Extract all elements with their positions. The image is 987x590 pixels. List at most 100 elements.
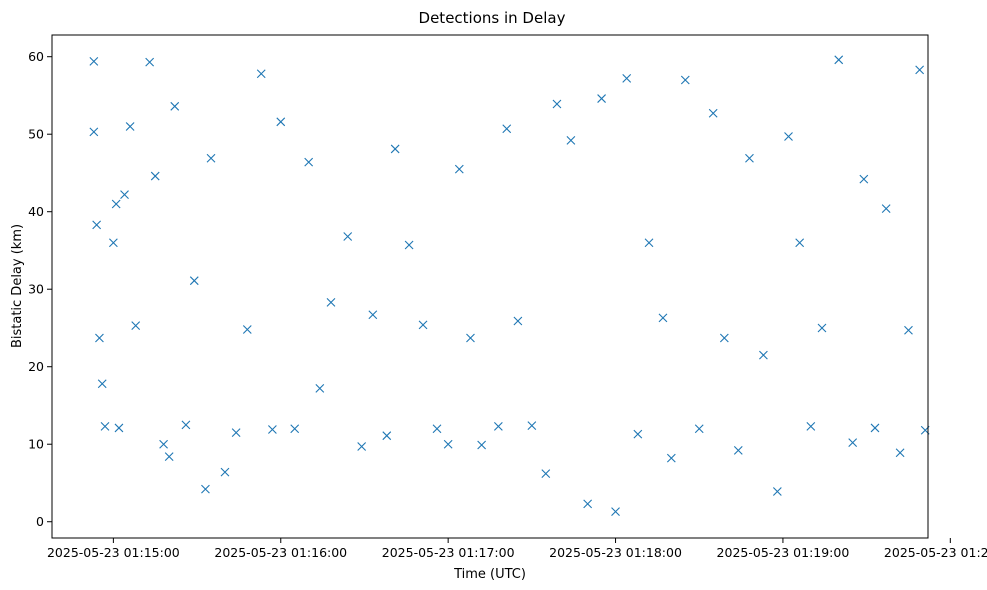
scatter-point [100,422,110,431]
scatter-point [404,240,414,250]
scatter-point [895,448,905,458]
scatter-point [189,276,199,286]
scatter-point [597,94,606,103]
scatter-point [454,164,464,174]
scatter-point [95,333,104,343]
scatter-point [708,108,718,118]
scatter-point [611,507,620,517]
scatter-point [357,442,367,451]
scatter-point [513,316,523,326]
x-tick-label: 2025-05-23 01:19:00 [717,545,850,560]
scatter-point [304,157,314,167]
scatter-point [89,56,99,66]
scatter-point [220,467,230,477]
scatter-point [125,122,135,131]
scatter-point [242,325,252,334]
y-tick-label: 60 [28,49,44,64]
scatter-point [343,232,353,241]
scatter-point [552,99,562,109]
scatter-point [745,153,754,163]
scatter-point [268,425,277,434]
scatter-point [859,174,869,184]
scatter-point [493,422,503,431]
scatter-point [120,190,129,200]
scatter-point [644,238,654,248]
y-tick-label: 0 [36,514,44,529]
scatter-point [806,422,816,431]
scatter-point [694,424,704,434]
y-tick-label: 20 [28,359,44,374]
scatter-point [97,379,107,389]
scatter-point [170,101,180,111]
scatter-point [256,69,266,79]
y-tick-label: 30 [28,282,44,297]
scatter-point [206,153,216,163]
scatter-point [159,439,168,449]
plot-area [52,35,928,538]
scatter-point [733,446,743,455]
scatter-point [834,55,844,65]
scatter-point [231,428,241,437]
scatter-point [108,238,118,248]
y-tick-label: 40 [28,204,44,219]
scatter-point [772,487,782,496]
scatter-point [315,384,325,393]
markers-layer [89,55,930,517]
scatter-point [390,144,400,154]
scatter-point [150,171,160,181]
scatter-point [432,424,442,434]
scatter-point [466,333,475,343]
scatter-point [477,440,487,450]
scatter-point [566,136,576,145]
scatter-point [541,469,551,479]
x-tick-label: 2025-05-23 01:17:00 [382,545,515,560]
scatter-point [443,439,453,449]
x-tick-label: 2025-05-23 01:16:00 [214,545,347,560]
y-axis-label: Bistatic Delay (km) [10,224,25,348]
x-tick-label: 2025-05-23 01:20:00 [884,545,987,560]
scatter-point [817,323,827,333]
x-axis-label: Time (UTC) [453,567,526,582]
y-tick-label: 10 [28,437,44,452]
x-tick-label: 2025-05-23 01:18:00 [549,545,682,560]
scatter-point [583,499,593,509]
scatter-point [201,484,210,494]
scatter-point [622,74,632,83]
scatter-point [89,127,99,137]
scatter-point [915,65,925,75]
x-axis-ticks: 2025-05-23 01:15:00 2025-05-23 01:16:00 20… [47,538,987,560]
scatter-point [784,132,793,141]
scatter-point [870,423,880,433]
scatter-point [368,310,378,320]
scatter-point [290,424,300,434]
scatter-point [131,321,141,331]
scatter-point [145,57,155,67]
scatter-point [181,420,191,430]
scatter-point [382,431,392,441]
scatter-point [680,75,690,85]
x-tick-label: 2025-05-23 01:15:00 [47,545,180,560]
scatter-point [111,199,121,209]
chart-title: Detections in Delay [419,9,566,27]
scatter-point [114,423,124,433]
scatter-point [276,117,286,127]
scatter-point [658,313,668,323]
y-tick-label: 50 [28,127,44,142]
scatter-point [418,320,428,330]
plot-frame [51,34,929,539]
scatter-point [164,452,174,462]
scatter-point [759,350,768,360]
scatter-point [848,438,858,448]
scatter-point [326,297,336,307]
scatter-point [502,124,512,134]
scatter-point [633,429,643,439]
scatter-point [881,204,891,213]
scatter-point [92,220,102,230]
scatter-point [719,333,729,343]
scatter-point [795,238,805,248]
scatter-point [904,325,913,335]
y-axis-ticks: 0 10 20 30 40 50 60 [28,49,52,529]
scatter-point [527,421,537,431]
scatter-point [666,453,676,463]
